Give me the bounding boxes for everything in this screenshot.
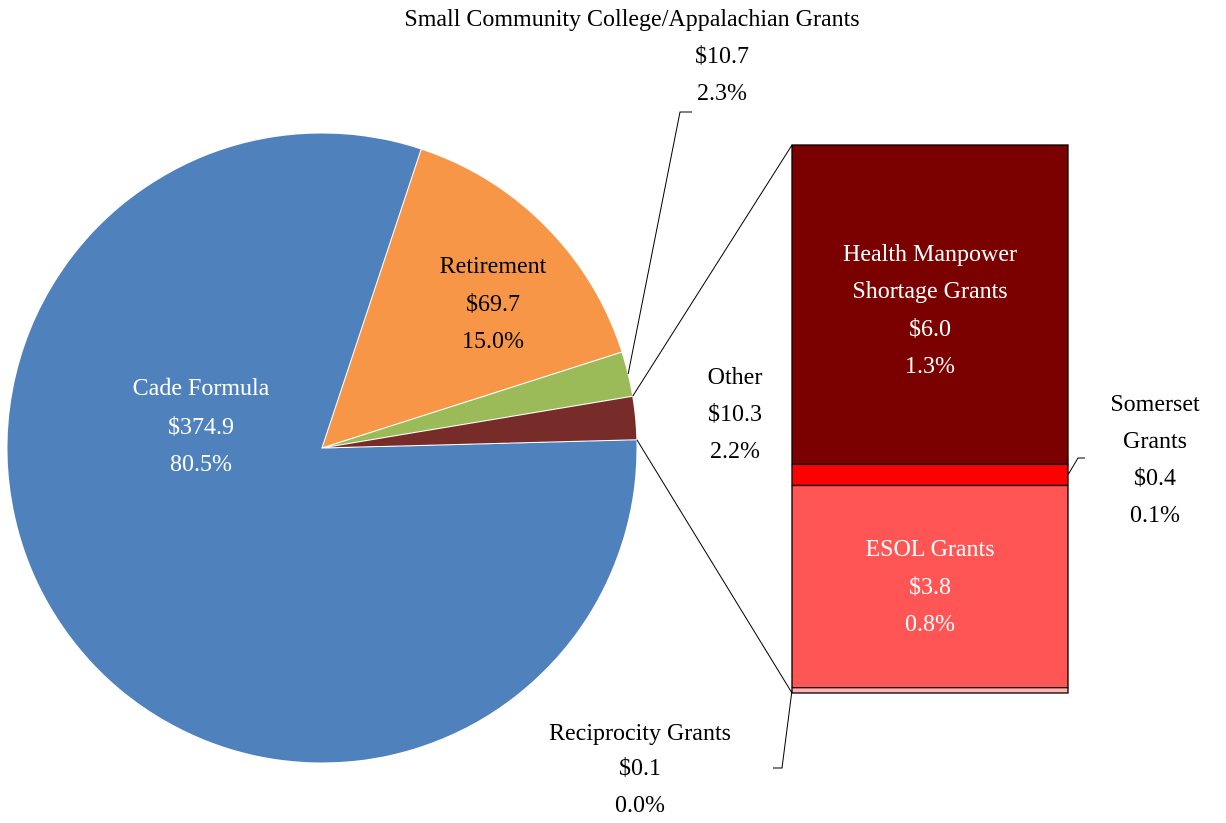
data-label-name: Retirement [439, 253, 547, 279]
data-label-name: ESOL Grants [865, 536, 995, 562]
leader-line [1067, 457, 1085, 476]
bar-segment [791, 463, 1069, 487]
data-label-name: Reciprocity Grants [549, 720, 731, 746]
connector-line [632, 144, 793, 397]
bar-segment [791, 144, 1069, 465]
data-label-name: Cade Formula [132, 375, 270, 401]
data-label-percent: 2.3% [697, 80, 747, 106]
data-label-name: Somerset Grants [1110, 391, 1200, 454]
data-label-value: $6.0 [909, 316, 951, 342]
data-label-percent: 0.1% [1130, 502, 1180, 528]
data-label-name: Health Manpower Shortage Grants [843, 241, 1017, 304]
leader-line [773, 690, 793, 769]
data-label-value: $10.3 [708, 401, 762, 427]
data-label-percent: 80.5% [170, 451, 232, 477]
data-label-percent: 1.3% [905, 353, 955, 379]
data-label-percent: 0.0% [615, 792, 665, 818]
data-label-value: $3.8 [909, 574, 951, 600]
leader-line [627, 111, 692, 375]
data-label-name: Other [707, 364, 763, 390]
data-label-value: $10.7 [695, 43, 749, 69]
data-label-name: Small Community College/Appalachian Gran… [404, 6, 860, 32]
data-label-value: $0.4 [1134, 465, 1176, 491]
bar-segment [791, 484, 1069, 689]
data-label-percent: 15.0% [462, 328, 524, 354]
pie-slice [321, 148, 623, 449]
data-label-value: $374.9 [168, 414, 234, 440]
data-label-percent: 0.8% [905, 611, 955, 637]
data-label-value: $0.1 [619, 755, 661, 781]
data-label-value: $69.7 [466, 291, 520, 317]
connector-line [636, 439, 793, 694]
pie-slice [321, 395, 638, 449]
bar-segment [791, 687, 1069, 694]
data-label-percent: 2.2% [710, 438, 760, 464]
